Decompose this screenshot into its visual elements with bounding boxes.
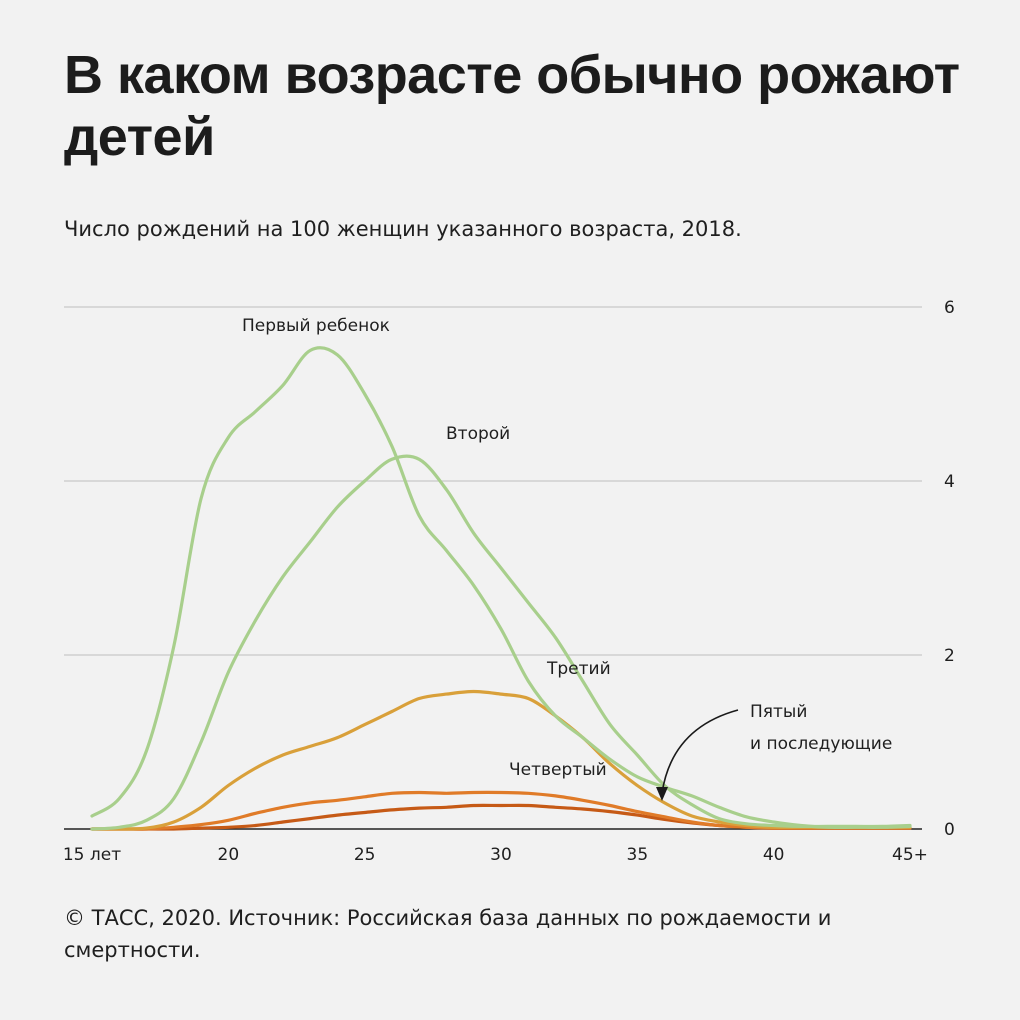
series-line-3: [90, 689, 912, 831]
annotation-arrow: [656, 709, 739, 801]
y-tick-label: 6: [944, 298, 955, 318]
series-line-2: [90, 454, 912, 831]
y-tick-label: 0: [944, 820, 955, 840]
y-tick-label: 4: [944, 472, 955, 492]
y-tick-label: 2: [944, 646, 955, 666]
series-lines: [90, 346, 912, 831]
x-tick-label: 35: [627, 845, 649, 865]
x-tick-label: 20: [218, 845, 240, 865]
tick-labels: 0 2 4 6 15 лет 20 25 30 35 40 45+: [63, 298, 955, 865]
label-third-child: Третий: [546, 659, 611, 679]
label-fifth-child-line1: Пятый: [750, 702, 807, 722]
label-fifth-child-line2: и последующие: [750, 734, 892, 754]
source-note: © ТАСС, 2020. Источник: Российская база …: [64, 906, 832, 962]
label-fourth-child: Четвертый: [509, 760, 607, 780]
series-line-1: [90, 346, 912, 829]
chart-subtitle: Число рождений на 100 женщин указанного …: [64, 217, 742, 241]
label-second-child: Второй: [446, 424, 510, 444]
x-tick-label: 45+: [892, 845, 928, 865]
x-tick-label: 15 лет: [63, 845, 121, 865]
x-tick-label: 30: [490, 845, 512, 865]
x-tick-label: 40: [763, 845, 785, 865]
x-tick-label: 25: [354, 845, 376, 865]
chart-title: В каком возрасте обычно рожают детей: [64, 45, 960, 167]
label-first-child: Первый ребенок: [242, 316, 390, 336]
